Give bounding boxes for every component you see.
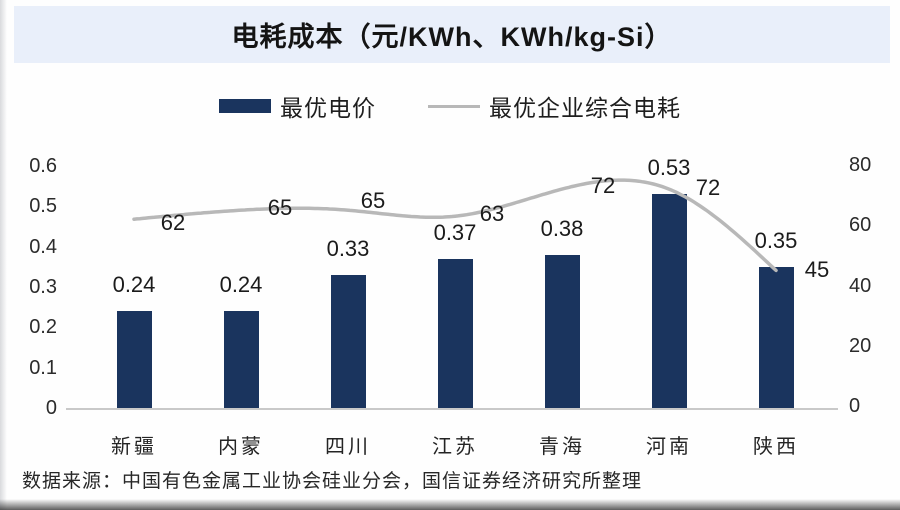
category-label: 内蒙 (218, 436, 264, 458)
category-label: 河南 (646, 436, 692, 458)
bar-value-label: 0.53 (647, 155, 691, 181)
left-axis-tick-label: 0.6 (29, 155, 57, 177)
left-axis-tick-label: 0.3 (29, 276, 57, 298)
line-swatch-icon (428, 104, 480, 108)
line-value-label: 65 (360, 188, 386, 214)
photo-edge-shadow (0, 499, 900, 510)
bar (116, 311, 152, 408)
category-label: 四川 (325, 436, 371, 458)
legend-item-line-series: 最优企业综合电耗 (428, 89, 681, 123)
right-axis-tick-label: 80 (849, 154, 872, 176)
left-axis-tick-label: 0.2 (29, 316, 57, 339)
bar (544, 254, 580, 408)
right-axis-tick-label: 0 (849, 395, 861, 417)
bar (758, 266, 794, 408)
line-value-label: 63 (479, 201, 505, 227)
bar-value-label: 0.24 (112, 272, 156, 298)
bar-value-label: 0.37 (433, 219, 477, 245)
category-label: 青海 (539, 436, 585, 458)
x-axis-line (66, 408, 838, 410)
legend-label-bar-series: 最优电价 (280, 95, 376, 121)
left-axis-tick-label: 0 (45, 397, 57, 419)
right-axis-tick-label: 60 (849, 214, 872, 237)
chart-title-band: 电耗成本（元/KWh、KWh/kg-Si） (14, 6, 890, 63)
right-axis-tick-label: 20 (849, 334, 872, 357)
bar-value-label: 0.35 (754, 227, 798, 253)
bar (223, 311, 259, 408)
legend-label-line-series: 最优企业综合电耗 (489, 95, 681, 121)
right-axis-tick-label: 40 (849, 274, 872, 297)
chart-legend: 最优电价 最优企业综合电耗 (0, 90, 900, 122)
source-note: 数据来源：中国有色金属工业协会硅业分会，国信证券经济研究所整理 (22, 471, 643, 492)
line-value-label: 45 (804, 257, 830, 283)
left-axis-tick-label: 0.1 (29, 356, 57, 379)
bar (330, 274, 366, 408)
line-value-label: 72 (590, 173, 616, 199)
photo-edge-left (0, 0, 7, 510)
category-label: 陕西 (753, 436, 799, 458)
bar-value-label: 0.24 (219, 272, 263, 298)
left-axis-tick-label: 0.4 (29, 235, 57, 258)
chart-title: 电耗成本（元/KWh、KWh/kg-Si） (231, 22, 673, 52)
bar-value-label: 0.38 (540, 215, 584, 241)
line-value-label: 72 (695, 175, 721, 201)
category-label: 新疆 (111, 436, 157, 458)
bar-swatch-icon (219, 99, 271, 113)
line-value-label: 65 (267, 195, 293, 221)
category-label: 江苏 (432, 436, 478, 458)
line-value-label: 62 (160, 210, 186, 236)
bar (437, 258, 473, 408)
bar (651, 194, 687, 408)
legend-item-bar-series: 最优电价 (219, 89, 376, 123)
left-axis-tick-label: 0.5 (29, 195, 57, 218)
bar-value-label: 0.33 (326, 235, 370, 261)
